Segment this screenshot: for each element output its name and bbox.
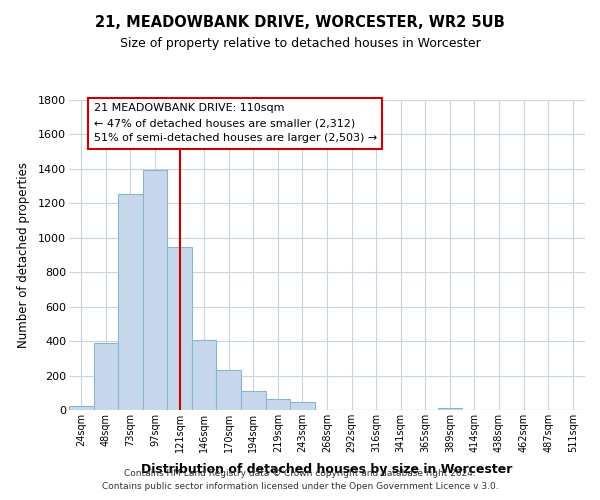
Bar [143, 170, 167, 410]
Bar [192, 340, 217, 410]
Bar [118, 194, 143, 410]
Bar [266, 399, 290, 410]
Bar [437, 408, 462, 410]
Y-axis label: Number of detached properties: Number of detached properties [17, 162, 30, 348]
Bar [217, 370, 241, 410]
Bar [69, 406, 94, 410]
Bar [94, 343, 118, 410]
Text: Contains HM Land Registry data © Crown copyright and database right 2024.: Contains HM Land Registry data © Crown c… [124, 468, 476, 477]
X-axis label: Distribution of detached houses by size in Worcester: Distribution of detached houses by size … [142, 464, 512, 476]
Text: 21 MEADOWBANK DRIVE: 110sqm
← 47% of detached houses are smaller (2,312)
51% of : 21 MEADOWBANK DRIVE: 110sqm ← 47% of det… [94, 104, 377, 143]
Text: Size of property relative to detached houses in Worcester: Size of property relative to detached ho… [119, 38, 481, 51]
Bar [241, 391, 266, 410]
Bar [167, 247, 192, 410]
Text: 21, MEADOWBANK DRIVE, WORCESTER, WR2 5UB: 21, MEADOWBANK DRIVE, WORCESTER, WR2 5UB [95, 15, 505, 30]
Text: Contains public sector information licensed under the Open Government Licence v : Contains public sector information licen… [101, 482, 499, 491]
Bar [290, 402, 315, 410]
